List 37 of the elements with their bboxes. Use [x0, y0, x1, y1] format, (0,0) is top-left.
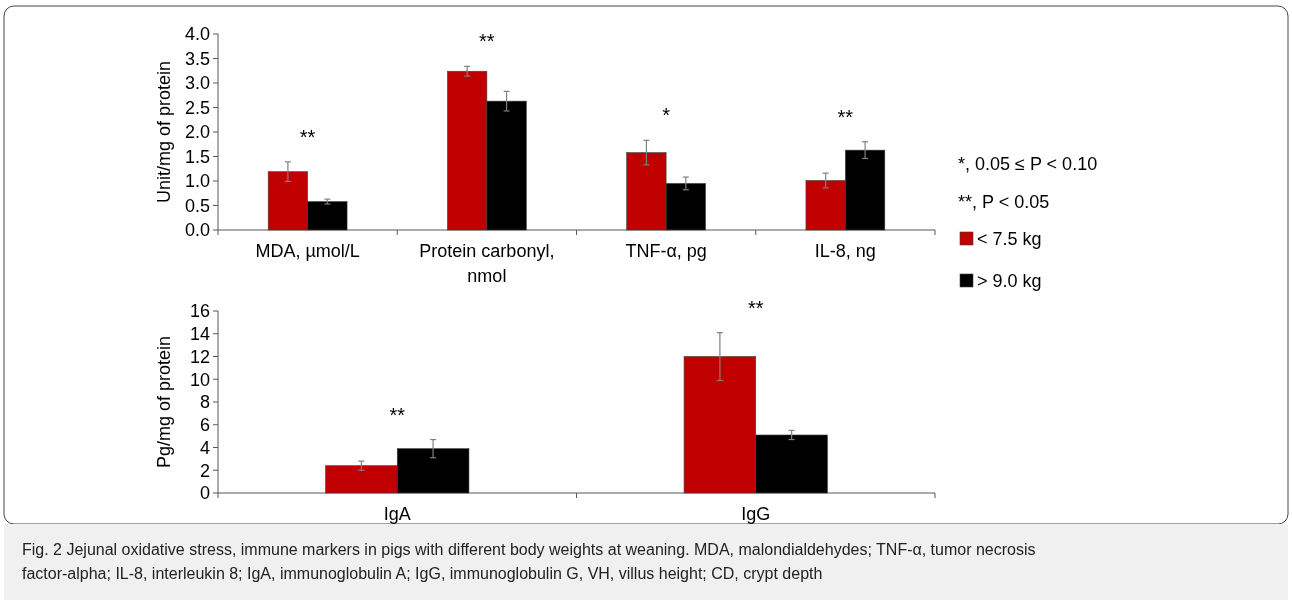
y-tick-label: 12 — [189, 346, 210, 367]
y-tick-label: 0.0 — [184, 220, 210, 241]
y-axis-title: Pg/mg of protein — [154, 335, 174, 469]
annotation: * — [662, 104, 671, 127]
y-tick-label: 3.5 — [184, 48, 210, 69]
caption: Fig. 2 Jejunal oxidative stress, immune markers in pigs with different body weights at weaning. MDA, malondialdehydes; TNF-α, tumor necrosis factor-alpha; IL-8, interleukin 8; IgA, immunoglobulin A; IgG, immunoglobulin G, VH, villus height; CD, crypt depth — [22, 541, 1036, 582]
annotation: ** — [837, 105, 854, 128]
annotation: ** — [479, 30, 495, 53]
legend-label: > 9.0 kg — [977, 271, 1042, 292]
annotation: ** — [747, 296, 764, 319]
y-tick-label: 14 — [189, 324, 210, 345]
y-tick-label: 2 — [199, 460, 210, 481]
y-tick-label: 4.0 — [184, 24, 210, 45]
y-tick-label: 2.5 — [184, 97, 210, 118]
y-tick-label: 6 — [199, 415, 210, 436]
y-axis-title: Unit/mg of protein — [154, 60, 174, 204]
text: *, 0.05 ≤ P < 0.10 — [958, 154, 1098, 174]
legend-label: < 7.5 kg — [977, 229, 1042, 250]
y-tick-label: 16 — [189, 301, 210, 322]
y-tick-label: 3.0 — [184, 73, 210, 94]
y-tick-label: 0.5 — [184, 195, 210, 216]
annotation: ** — [299, 125, 316, 148]
y-tick-label: 2.0 — [184, 122, 210, 143]
y-tick-label: 8 — [199, 392, 210, 413]
annotation: ** — [389, 403, 406, 426]
x-tick-label: IgG — [741, 504, 771, 524]
y-tick-label: 1.0 — [184, 171, 210, 192]
text: **, P < 0.05 — [958, 192, 1050, 212]
x-tick-label: Protein carbonyl, nmol — [419, 241, 555, 286]
y-tick-label: 1.5 — [184, 146, 210, 167]
y-tick-label: 4 — [199, 437, 210, 458]
x-tick-label: IgA — [383, 504, 411, 524]
x-tick-label: IL-8, ng — [814, 241, 876, 261]
x-tick-label: TNF-α, pg — [625, 241, 707, 261]
x-tick-label: MDA, µmol/L — [255, 241, 360, 261]
y-tick-label: 10 — [189, 369, 210, 390]
y-tick-label: 0 — [199, 483, 210, 504]
